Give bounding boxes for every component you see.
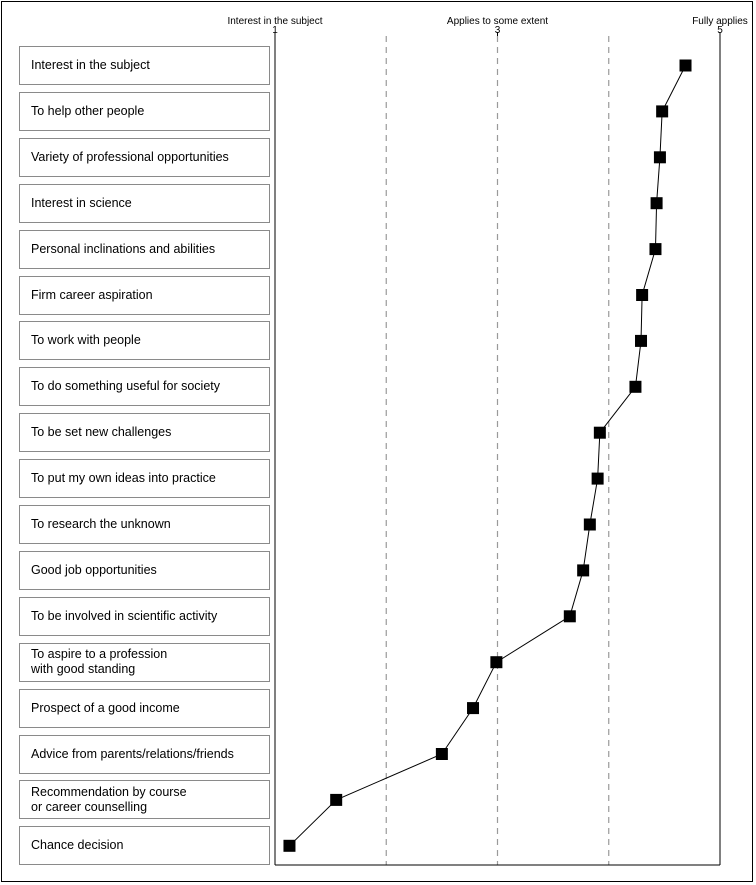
category-label: To be involved in scientific activity (31, 608, 218, 623)
series-line (289, 65, 686, 847)
data-point-marker (593, 426, 606, 439)
data-point-marker (636, 289, 649, 301)
category-label-box: Variety of professional opportunities (19, 137, 270, 177)
data-point-marker (435, 748, 448, 760)
category-label-box: Advice from parents/relations/friends (19, 734, 270, 774)
category-label: Firm career aspiration (31, 287, 153, 302)
category-label-box: To research the unknown (19, 505, 270, 544)
data-point-marker (653, 151, 666, 164)
category-label: To aspire to a profession with good stan… (31, 647, 168, 677)
tick-label: 5 (717, 25, 723, 36)
category-label: To do something useful for society (31, 379, 220, 394)
category-label: Interest in the subject (31, 58, 150, 72)
category-label-box: To aspire to a profession with good stan… (19, 642, 270, 682)
category-label-box: Firm career aspiration (19, 275, 270, 315)
data-point-marker (656, 105, 669, 118)
category-label-box: To work with people (19, 321, 270, 361)
scale-label: Interest in the subject (227, 16, 322, 27)
axis-layer: 1 3 5 Interest in the subject Applies to som… (227, 16, 748, 866)
data-point-marker (629, 380, 642, 393)
data-point-marker (467, 702, 480, 715)
category-label: Interest in science (31, 195, 132, 210)
category-label: Advice from parents/relations/friends (31, 746, 234, 761)
category-label: To put my own ideas into practice (31, 471, 216, 486)
category-label: To help other people (31, 103, 145, 118)
category-label-box: To be set new challenges (19, 413, 270, 453)
tick-label: 3 (495, 25, 501, 36)
data-point-marker (563, 610, 576, 623)
category-label: Good job opportunities (31, 562, 157, 577)
series-layer (283, 59, 692, 852)
category-label-box: Chance decision (19, 826, 270, 866)
scale-label: Fully applies (692, 16, 748, 27)
grid-layer (385, 36, 610, 865)
category-label: Prospect of a good income (31, 700, 180, 715)
category-label-box: Interest in science (19, 183, 270, 223)
category-label-box: To put my own ideas into practice (19, 459, 270, 499)
data-point-marker (679, 59, 692, 72)
category-label-box: Interest in the subject (19, 46, 270, 85)
data-point-marker (635, 334, 648, 347)
data-point-marker (330, 793, 343, 806)
category-label-box: Recommendation by course or career couns… (19, 780, 270, 820)
tick-label: 1 (272, 25, 278, 36)
data-point-marker (649, 243, 662, 256)
data-point-marker (591, 472, 604, 485)
category-label: To work with people (31, 333, 141, 348)
data-point-marker (283, 839, 296, 852)
category-label-box: To be involved in scientific activity (19, 596, 270, 636)
category-label: Chance decision (31, 838, 124, 853)
category-label-box: To do something useful for society (19, 367, 270, 407)
scale-label: Applies to some extent (447, 16, 548, 27)
category-label: Variety of professional opportunities (31, 149, 229, 164)
data-point-marker (650, 197, 663, 210)
data-point-marker (577, 564, 590, 577)
category-label-box: To help other people (19, 91, 270, 131)
category-label-box: Prospect of a good income (19, 688, 270, 728)
category-label: To be set new challenges (31, 425, 172, 440)
category-label: Personal inclinations and abilities (31, 241, 216, 256)
category-label: To research the unknown (31, 517, 171, 531)
category-label-box: Good job opportunities (19, 550, 270, 590)
category-label-box: Personal inclinations and abilities (19, 229, 270, 269)
data-point-marker (583, 518, 596, 531)
data-point-marker (490, 656, 503, 669)
category-label: Recommendation by course or career couns… (31, 784, 187, 814)
